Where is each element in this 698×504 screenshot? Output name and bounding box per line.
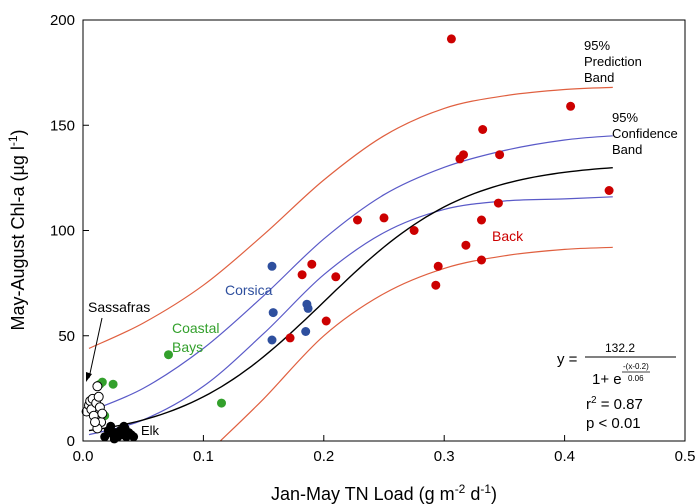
confidence-band-lower: [88, 196, 613, 436]
p-value: p < 0.01: [586, 415, 641, 432]
fit-line: [88, 167, 613, 432]
y-tick-label: 100: [50, 223, 75, 240]
point-back: [321, 316, 331, 326]
point-back: [477, 215, 486, 225]
x-axis-label: Jan-May TN Load (g m-2 d-1): [271, 482, 497, 504]
point-coastal-bays: [164, 350, 173, 360]
prediction-band-label-3: Band: [584, 70, 614, 85]
confidence-band-label-2: Confidence: [612, 126, 678, 141]
point-sassafras: [92, 381, 103, 392]
point-back: [297, 270, 307, 280]
point-back: [566, 101, 576, 111]
point-elk: [129, 432, 139, 442]
equation-exponent-numerator: -(x-0.2): [623, 362, 649, 371]
plot-area: [81, 34, 614, 444]
point-back: [409, 226, 419, 235]
point-back: [307, 259, 317, 269]
point-coastal-bays: [217, 398, 226, 408]
confidence-band-label-3: Band: [612, 142, 642, 157]
point-back: [493, 198, 503, 208]
point-corsica: [301, 327, 311, 336]
y-tick-label: 0: [67, 433, 75, 450]
label-coastal-bays-2: Bays: [172, 339, 203, 355]
point-coastal-bays: [108, 379, 118, 389]
point-back: [478, 125, 488, 134]
point-back: [459, 150, 468, 160]
point-sassafras: [90, 417, 100, 428]
y-tick-label: 50: [58, 328, 75, 345]
x-tick-label: 0.5: [675, 448, 696, 465]
x-tick-label: 0.1: [193, 448, 214, 465]
point-corsica: [268, 308, 278, 318]
equation-numerator: 132.2: [605, 341, 635, 355]
point-back: [431, 280, 441, 290]
point-sassafras: [93, 391, 104, 402]
point-elk: [106, 421, 116, 431]
prediction-band-label-2: Prediction: [584, 54, 642, 69]
point-back: [446, 34, 456, 44]
point-back: [477, 255, 486, 265]
point-back: [461, 240, 471, 250]
point-back: [379, 213, 389, 223]
point-corsica: [267, 261, 277, 271]
y-tick-label: 150: [50, 117, 75, 134]
label-sassafras: Sassafras: [88, 299, 150, 315]
equation-denominator: 1+ e: [592, 371, 622, 388]
confidence-band-label-1: 95%: [612, 110, 638, 125]
point-back: [604, 186, 614, 195]
point-back: [353, 215, 362, 225]
equation-exponent-denominator: 0.06: [628, 374, 644, 383]
label-elk: Elk: [141, 423, 160, 438]
label-back: Back: [492, 228, 524, 244]
label-corsica: Corsica: [225, 282, 273, 298]
y-tick-label: 200: [50, 12, 75, 29]
prediction-band-label-1: 95%: [584, 38, 610, 53]
y-axis-label: May-August Chl-a (µg l-1): [6, 129, 28, 330]
point-corsica: [303, 303, 313, 313]
prediction-band-lower: [219, 246, 613, 442]
prediction-band-upper: [88, 86, 613, 349]
axes: 0.0 0.1 0.2 0.3 0.4 0.5 0 50 100 150 200: [50, 12, 695, 465]
point-elk: [119, 421, 129, 431]
point-sassafras: [97, 408, 108, 419]
x-tick-label: 0.0: [73, 448, 94, 465]
x-tick-label: 0.3: [434, 448, 455, 465]
confidence-band-upper: [88, 135, 613, 413]
point-back: [495, 150, 505, 160]
sassafras-arrowhead: [86, 372, 92, 382]
label-coastal-bays-1: Coastal: [172, 320, 219, 336]
point-back: [285, 333, 295, 343]
point-corsica: [267, 335, 277, 345]
x-tick-label: 0.4: [554, 448, 575, 465]
x-tick-label: 0.2: [313, 448, 334, 465]
r-squared: r2 = 0.87: [586, 395, 643, 413]
equation-y: y =: [557, 351, 578, 368]
point-back: [433, 261, 443, 271]
sassafras-arrow: [88, 317, 103, 379]
point-back: [331, 272, 341, 282]
point-elk: [109, 434, 119, 444]
